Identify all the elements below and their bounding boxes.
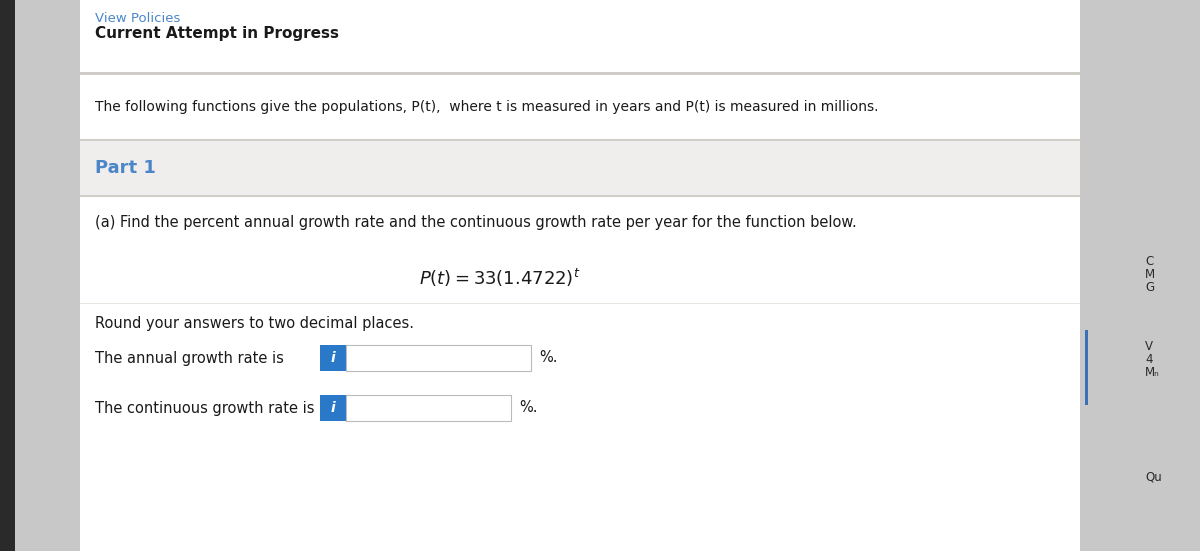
Bar <box>80 139 1080 141</box>
Bar <box>80 75 1080 140</box>
Text: %.: %. <box>539 350 558 365</box>
Text: Qu: Qu <box>1145 470 1162 483</box>
Bar <box>80 141 1080 196</box>
Text: Part 1: Part 1 <box>95 159 156 177</box>
Bar <box>1085 330 1088 405</box>
Text: The annual growth rate is: The annual growth rate is <box>95 350 284 365</box>
Bar <box>346 345 530 371</box>
Bar <box>320 345 346 371</box>
Bar <box>1080 0 1200 551</box>
Bar <box>80 195 1080 197</box>
Text: %.: %. <box>520 401 538 415</box>
Text: V: V <box>1145 340 1153 353</box>
Bar <box>0 0 14 551</box>
Text: Mₙ: Mₙ <box>1145 366 1159 379</box>
Text: The following functions give the populations, P(t),  where t is measured in year: The following functions give the populat… <box>95 100 878 114</box>
Bar <box>80 0 1080 551</box>
Bar <box>346 395 511 421</box>
Text: M: M <box>1145 268 1156 281</box>
Bar <box>80 0 1080 75</box>
Text: 4: 4 <box>1145 353 1152 366</box>
Text: i: i <box>331 351 335 365</box>
Bar <box>80 303 1080 304</box>
Bar <box>80 72 1080 73</box>
Text: G: G <box>1145 281 1154 294</box>
Text: i: i <box>331 401 335 415</box>
Bar <box>80 73 1080 75</box>
Text: (a) Find the percent annual growth rate and the continuous growth rate per year : (a) Find the percent annual growth rate … <box>95 215 857 230</box>
Text: $P(t) = 33(1.4722)^{t}$: $P(t) = 33(1.4722)^{t}$ <box>419 267 581 289</box>
Text: Round your answers to two decimal places.: Round your answers to two decimal places… <box>95 316 414 331</box>
Text: C: C <box>1145 255 1153 268</box>
Bar <box>80 197 1080 551</box>
Text: The continuous growth rate is: The continuous growth rate is <box>95 401 314 415</box>
Bar <box>320 395 346 421</box>
Text: Current Attempt in Progress: Current Attempt in Progress <box>95 26 340 41</box>
Text: View Policies: View Policies <box>95 12 180 25</box>
